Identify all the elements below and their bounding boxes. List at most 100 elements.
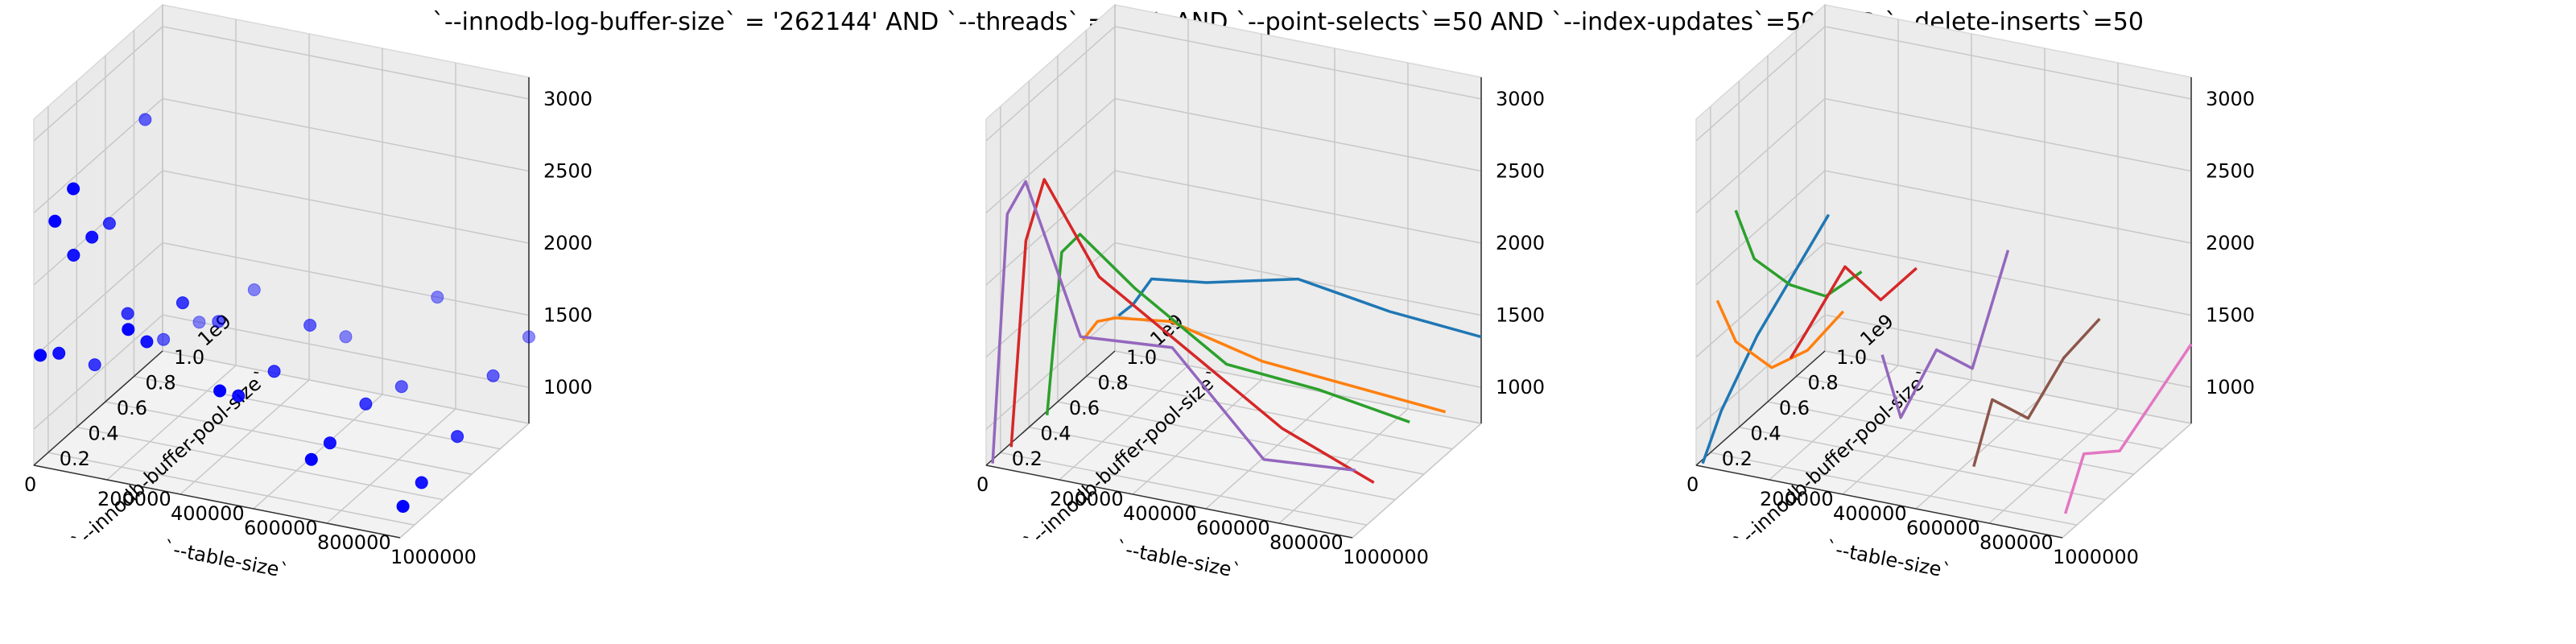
- z-tick-label: 1000: [1496, 376, 1545, 398]
- grid-line-z: [33, 170, 530, 286]
- y-tick-label: 0.4: [1750, 423, 1781, 445]
- x-tick-label: 0: [1686, 473, 1699, 496]
- scatter-point: [522, 330, 535, 344]
- y-tick-label: 0.8: [1807, 372, 1838, 394]
- x-tick-label: 200000: [97, 488, 171, 510]
- axis-lines: [33, 77, 530, 539]
- x-tick-label: 800000: [1979, 531, 2054, 554]
- grid-line-z: [985, 26, 1482, 142]
- scatter-point: [339, 330, 353, 344]
- x-tick-label: 0: [24, 473, 36, 496]
- x-tick-label: 400000: [1123, 502, 1197, 525]
- x-tick-label: 0: [976, 473, 989, 496]
- y-tick-label: 1.0: [1126, 346, 1157, 369]
- series-line: [2063, 343, 2193, 514]
- series-line: [991, 180, 1356, 472]
- axis-panes: [1695, 3, 2193, 539]
- x-tick-label: 800000: [317, 531, 391, 554]
- y-tick-label: 0.8: [145, 372, 175, 394]
- series-line: [1789, 265, 1918, 360]
- z-tick-label: 3000: [2206, 88, 2255, 110]
- x-tick-label: 200000: [1050, 488, 1124, 510]
- grid-line-z: [33, 97, 530, 214]
- grid-line-z: [33, 26, 530, 142]
- scatter-point: [67, 182, 80, 196]
- z-tick-label: 2500: [543, 159, 592, 182]
- x-tick-label: 200000: [1760, 488, 1834, 510]
- scatter-point: [157, 332, 171, 346]
- scatter-point: [85, 230, 99, 244]
- y-tick-label: 0.2: [1012, 448, 1042, 470]
- data-marks: [1701, 209, 2193, 514]
- series-line: [1715, 299, 1845, 369]
- x-axis-line: [985, 464, 1353, 539]
- series-line: [1081, 316, 1447, 414]
- series-line: [1701, 213, 1831, 464]
- x-axis-label: `--table-size`: [1824, 536, 1953, 583]
- scatter-point: [303, 319, 317, 332]
- scatter-point: [121, 307, 134, 320]
- z-tick-label: 3000: [1496, 88, 1545, 110]
- z-tick-label: 1000: [2206, 376, 2255, 398]
- grid-line-z: [1695, 242, 2192, 358]
- z-tick-label: 1500: [2206, 304, 2255, 327]
- x-tick-label: 800000: [1269, 531, 1344, 554]
- x-axis-label: `--table-size`: [1114, 536, 1243, 583]
- x-tick-label: 400000: [171, 502, 245, 525]
- grid-line-z: [33, 314, 530, 430]
- data-marks: [34, 113, 535, 513]
- x-axis-line: [33, 464, 401, 539]
- y-axis-line: [1695, 350, 1826, 466]
- z-tick-label: 1000: [543, 376, 592, 398]
- scatter-point: [451, 430, 464, 444]
- z-tick-label: 2500: [1496, 159, 1545, 182]
- y-tick-label: 0.6: [117, 397, 147, 419]
- z-tick-label: 3000: [543, 88, 592, 110]
- x-axis-label: `--table-size`: [162, 536, 291, 583]
- y-tick-label: 0.4: [88, 423, 118, 445]
- scatter-point: [88, 358, 101, 372]
- grid-line-z: [985, 170, 1482, 286]
- axis-lines: [985, 77, 1482, 539]
- scatter-point: [267, 365, 281, 378]
- scatter-point: [431, 291, 444, 304]
- data-marks: [991, 178, 1482, 485]
- scatter-point: [102, 217, 116, 230]
- x-tick-label: 1000000: [390, 546, 477, 568]
- scatter-point: [304, 452, 318, 466]
- z-tick-label: 2000: [1496, 232, 1545, 254]
- z-tick-label: 2000: [2206, 232, 2255, 254]
- scatter-point: [213, 384, 227, 398]
- scatter-point: [212, 315, 225, 328]
- back-pane: [1824, 4, 2192, 424]
- scatter-point: [52, 346, 66, 360]
- back-pane: [162, 4, 530, 424]
- scatter-point: [415, 476, 428, 489]
- y-tick-label: 0.4: [1040, 423, 1071, 445]
- scatter-point: [232, 389, 246, 402]
- y-axis-line: [985, 350, 1116, 466]
- scatter-point: [486, 369, 500, 382]
- scatter-point: [192, 316, 206, 329]
- scatter-point: [138, 113, 152, 126]
- x-tick-label: 1000000: [1343, 546, 1429, 568]
- scatter-point: [247, 283, 261, 296]
- x-tick-label: 600000: [244, 517, 318, 539]
- series-line: [1045, 233, 1410, 423]
- grid-line-z: [985, 97, 1482, 214]
- x-tick-label: 400000: [1833, 502, 1907, 525]
- scatter-point: [67, 249, 80, 262]
- grid-line-z: [1695, 26, 2192, 142]
- series-line: [1734, 209, 1863, 298]
- y-tick-label: 0.2: [60, 448, 90, 470]
- y-tick-label: 1.0: [1836, 346, 1867, 369]
- y-tick-label: 1.0: [174, 346, 204, 369]
- grid-line-z: [985, 314, 1482, 430]
- series-line: [1880, 250, 2010, 419]
- z-tick-label: 1500: [1496, 304, 1545, 327]
- x-tick-label: 600000: [1906, 517, 1980, 539]
- scatter-point: [140, 335, 154, 349]
